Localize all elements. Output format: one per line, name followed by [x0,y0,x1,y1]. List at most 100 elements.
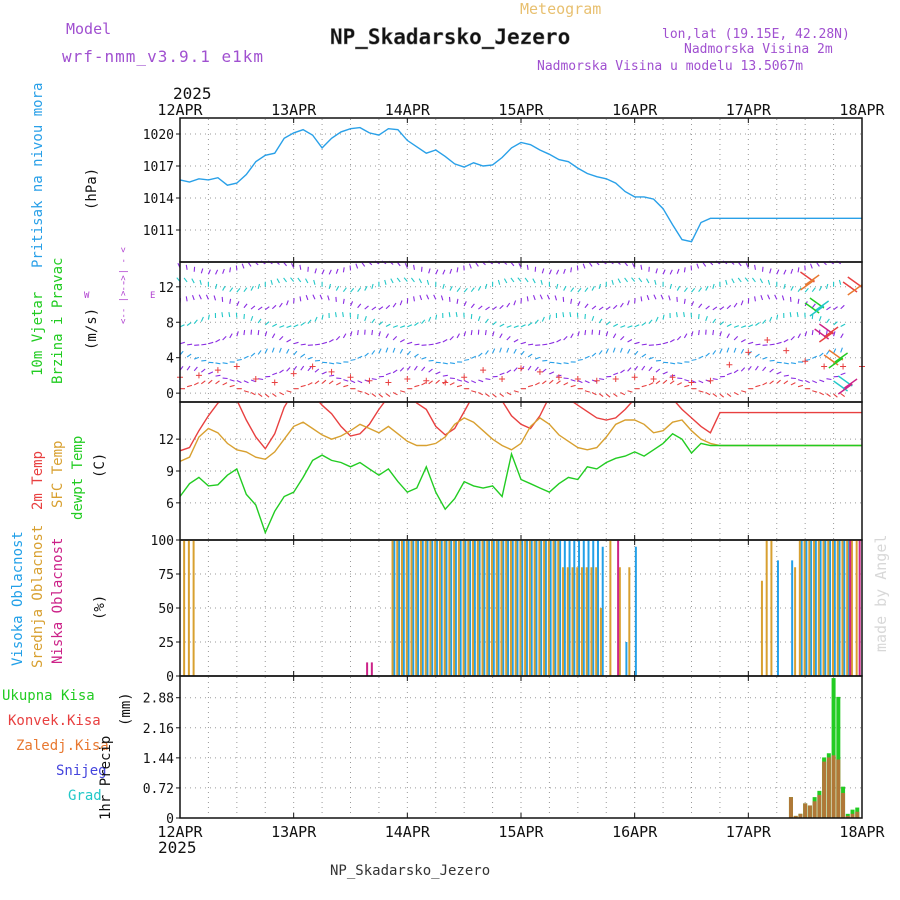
wind-barb [229,379,235,382]
wind-barb [413,264,415,270]
wind-barb [371,283,374,289]
wind-barb [314,380,320,385]
wind-barb [435,371,441,375]
precip-ytick-label: 0.72 [143,782,174,797]
wind-barb [627,390,633,393]
wind-barb [371,318,376,324]
wind-barb [392,347,396,353]
wind-barb [726,323,732,327]
wind-barb [605,348,609,354]
sfctemp-ylabel: SFC Temp [50,441,66,508]
wind-barb [624,277,629,283]
wind-barb [329,362,335,365]
wind-barb [506,325,512,328]
wind-barb [257,350,262,355]
wind-barb [762,382,768,386]
wind-barb [524,277,529,283]
wind-barb [520,350,525,356]
wind-barb [584,287,589,293]
wind-barb [762,366,767,372]
wind-barb [577,358,583,361]
wind-barb [314,343,320,346]
wind-barb [201,359,207,362]
wind-speed-point [555,374,562,381]
wind-barb [641,343,647,346]
wind-barb [335,336,341,341]
wind-barb [350,358,356,361]
wind-barb [751,277,756,283]
wind-barb [619,347,623,353]
wind-barb [250,316,254,322]
wind-barb [208,379,213,384]
wind-barb [620,369,625,374]
wind-barb [677,382,682,386]
wind-barb [456,379,463,382]
wind-barb [612,304,618,310]
wind-barb [400,325,406,329]
wind-barb [790,285,794,291]
wind-ylabel-line1: 10m Vjetar [30,292,46,376]
wind-barb [726,333,730,339]
bottom-date-label: 15APR [498,823,544,841]
wind-barb [783,283,786,289]
bottom-date-label: 14APR [385,823,431,841]
wind-barb [532,295,536,301]
wind-barb [385,393,391,398]
wind-barb [428,343,434,346]
storm-wind-barb [828,357,844,369]
wind-barb [840,347,843,353]
wind-barb [471,355,477,359]
wind-barb [648,382,654,386]
wind-barb [414,343,420,346]
conv-precip-bar [826,757,831,818]
wind-barb [243,390,249,393]
wind-speed-point [518,365,524,372]
wind-barb [733,391,739,396]
wind-barb [528,343,534,346]
wind-barb [818,316,822,322]
wind-barb [797,267,800,273]
wind-barb [534,382,540,386]
wind-barb [286,348,290,354]
top-date-label: 15APR [498,101,544,119]
wind-barb [563,285,567,291]
wind-barb [662,371,668,375]
wind-ytick-label: 4 [166,352,174,367]
wind-barb [570,267,573,273]
bottom-time-axis: 12APR 13APR 14APR 15APR 16APR 17APR 18APR [157,823,885,841]
wind-barb [755,322,760,326]
wind-barb [816,261,820,267]
wind-barb [335,285,340,291]
wind-barb [250,379,256,383]
wind-barb [513,348,517,354]
wind-barb [527,384,534,388]
temp2m-series-line [180,402,862,452]
wind-barb [385,372,391,376]
wind-barb [328,269,332,275]
wind-barb [705,391,711,396]
wind-barb [361,261,366,267]
wind-barb [250,285,254,291]
wind-speed-point [802,358,809,365]
wind-barb [740,348,745,354]
wind-barb [748,341,754,345]
wind-barb [278,347,282,353]
wind-speed-point [707,377,714,384]
wind-barb [229,267,232,273]
bottom-date-label: 17APR [726,823,772,841]
dewpt-ylabel: dewpt Temp [70,436,86,520]
wind-barb [698,330,700,336]
wind-barb [534,366,539,372]
wind-barb [776,379,781,384]
wind-barb [371,393,377,398]
wind-barb [804,380,810,384]
storm-wind-barb [837,383,853,395]
wind-barb [286,300,289,306]
wind-barb [378,306,384,311]
wind-barb [477,316,481,322]
wind-barb [463,287,468,293]
high-cloud-ylabel: Visoka Oblacnost [10,531,26,666]
wind-barb [648,366,653,372]
wind-barb [804,287,809,293]
wind-barb [655,343,661,346]
